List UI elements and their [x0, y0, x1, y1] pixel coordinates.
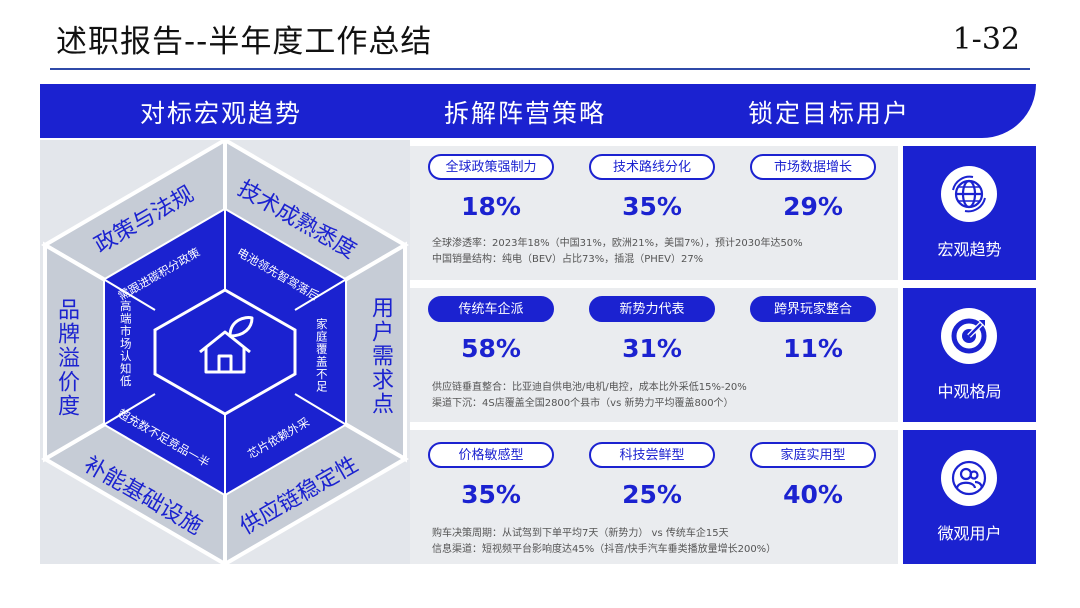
home-leaf-icon — [199, 316, 254, 374]
banner-tab-macro: 对标宏观趋势 — [140, 99, 303, 128]
metric-value: 29% — [783, 192, 843, 221]
side-card-users: 微观用户 — [903, 430, 1036, 564]
metric-pill: 科技尝鲜型 — [589, 442, 715, 468]
metric-value: 31% — [622, 334, 682, 363]
metric-pill: 新势力代表 — [589, 296, 715, 322]
metric-value: 25% — [622, 480, 682, 509]
metric-value: 40% — [783, 480, 843, 509]
metric-pill: 技术路线分化 — [589, 154, 715, 180]
metric-value: 35% — [461, 480, 521, 509]
side-label: 微观用户 — [937, 524, 1002, 543]
side-icon-circle — [941, 166, 997, 222]
globe-icon — [952, 175, 986, 213]
side-card-strategy: 中观格局 — [903, 288, 1036, 422]
section-note: 信息渠道：短视频平台影响度达45%（抖音/快手汽车垂类播放量增长200%） — [432, 544, 777, 555]
section-macro: 全球政策强制力 技术路线分化 市场数据增长 18% 35% 29% 全球渗透率：… — [410, 146, 898, 280]
users-icon — [951, 460, 987, 496]
section-banner: 对标宏观趋势 拆解阵营策略 锁定目标用户 — [40, 84, 1036, 138]
hexagon-diagram — [41, 140, 409, 564]
page-number: 1-32 — [952, 22, 1020, 57]
metric-pill: 市场数据增长 — [750, 154, 876, 180]
center-hexagon — [153, 288, 297, 416]
metric-pill: 传统车企派 — [428, 296, 554, 322]
banner-tab-strategy: 拆解阵营策略 — [444, 99, 607, 128]
metric-value: 11% — [783, 334, 843, 363]
inner-label-user-needs: 家庭覆盖不足 — [314, 318, 329, 393]
section-note: 渠道下沉：4S店覆盖全国2800个县市（vs 新势力平均覆盖800个） — [432, 398, 734, 409]
inner-label-brand: 高端市场认知低 — [118, 300, 133, 388]
metric-pill: 家庭实用型 — [750, 442, 876, 468]
metric-value: 58% — [461, 334, 521, 363]
metric-value: 35% — [622, 192, 682, 221]
banner-tab-users: 锁定目标用户 — [748, 99, 911, 128]
hex-label-user-needs: 用户需求点 — [368, 296, 393, 416]
side-icon-circle — [941, 450, 997, 506]
section-users: 价格敏感型 科技尝鲜型 家庭实用型 35% 25% 40% 购车决策周期：从试驾… — [410, 430, 898, 564]
section-note: 全球渗透率：2023年18%（中国31%，欧洲21%，美国7%），预计2030年… — [432, 238, 803, 249]
metric-pill: 跨界玩家整合 — [750, 296, 876, 322]
section-note: 中国销量结构：纯电（BEV）占比73%，插混（PHEV）27% — [432, 254, 704, 265]
title-divider — [50, 68, 1030, 70]
page-title: 述职报告--半年度工作总结 — [56, 24, 433, 60]
side-card-macro: 宏观趋势 — [903, 146, 1036, 280]
side-label: 宏观趋势 — [937, 240, 1002, 259]
section-note: 购车决策周期：从试驾到下单平均7天（新势力） vs 传统车企15天 — [432, 528, 729, 539]
metric-pill: 全球政策强制力 — [428, 154, 554, 180]
hex-label-brand: 品牌溢价度 — [54, 298, 79, 418]
section-strategy: 传统车企派 新势力代表 跨界玩家整合 58% 31% 11% 供应链垂直整合：比… — [410, 288, 898, 422]
metric-pill: 价格敏感型 — [428, 442, 554, 468]
target-icon — [951, 318, 987, 354]
side-icon-circle — [941, 308, 997, 364]
side-label: 中观格局 — [937, 382, 1002, 401]
metric-value: 18% — [461, 192, 521, 221]
section-note: 供应链垂直整合：比亚迪自供电池/电机/电控，成本比外采低15%-20% — [432, 382, 747, 393]
